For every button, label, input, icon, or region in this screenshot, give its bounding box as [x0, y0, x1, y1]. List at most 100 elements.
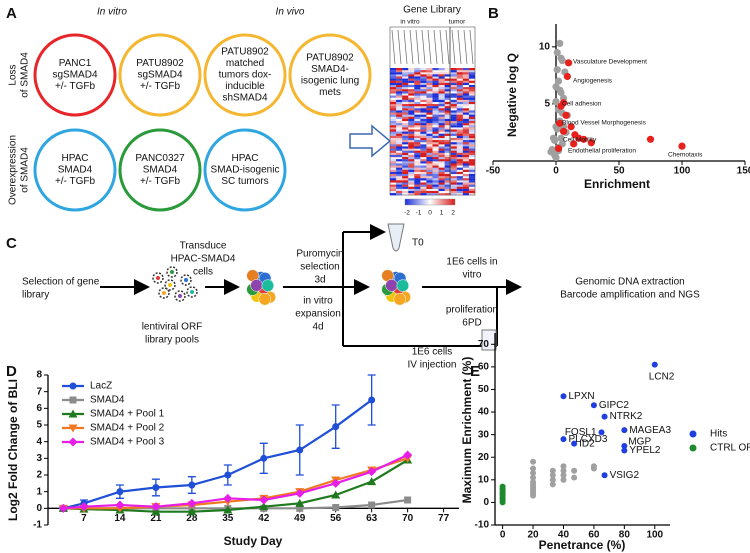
cell-icon	[385, 279, 398, 292]
point	[560, 476, 567, 483]
heatmap-cell	[456, 163, 463, 166]
heatmap-cell	[426, 180, 433, 183]
circle-text: +/- TGFb	[140, 176, 181, 187]
heatmap-label-tick	[427, 29, 432, 65]
virus-icon	[186, 286, 198, 298]
heatmap-cell	[396, 167, 403, 170]
y-tick-label: -1	[33, 520, 42, 531]
heatmap-cell	[462, 91, 469, 94]
heatmap-cell	[456, 161, 463, 164]
heatmap-cell	[456, 101, 463, 105]
heatmap-cell	[408, 91, 415, 94]
heatmap-cell	[414, 116, 421, 119]
point	[621, 427, 628, 434]
heatmap-cell	[414, 135, 421, 139]
virus-icon	[164, 279, 176, 291]
heatmap-cell	[456, 80, 463, 83]
heatmap-cell	[450, 186, 457, 189]
heatmap-cell	[456, 116, 463, 119]
heatmap-cell	[456, 97, 463, 100]
circle-text: SC tumors	[221, 176, 268, 187]
heatmap-cell	[408, 174, 415, 177]
heatmap-cell	[468, 159, 476, 162]
heatmap-cell	[402, 78, 409, 81]
y-tick-label: 7	[36, 386, 42, 397]
point	[552, 153, 560, 162]
heatmap-cell	[408, 188, 415, 192]
heatmap-cell	[462, 142, 469, 145]
heatmap-cell	[390, 188, 397, 192]
heatmap-cell	[414, 144, 421, 147]
heatmap-cell	[438, 157, 445, 160]
heatmap-cell	[444, 144, 451, 147]
heatmap-cell	[390, 82, 397, 86]
heatmap-cell	[468, 144, 476, 147]
heatmap-cell	[444, 171, 451, 175]
heatmap-cell	[408, 93, 415, 96]
point	[530, 481, 537, 488]
heatmap-cell	[444, 80, 451, 83]
heatmap-cell	[408, 116, 415, 119]
heatmap-cell	[402, 89, 409, 92]
heatmap-cell	[450, 152, 457, 155]
point	[551, 136, 559, 145]
heatmap-cell	[402, 178, 409, 181]
heatmap-cell	[390, 99, 397, 102]
heatmap-cell	[414, 82, 421, 86]
heatmap-cell	[469, 157, 475, 159]
heatmap-cell	[468, 148, 476, 151]
heatmap-cell	[432, 108, 439, 111]
heatmap-cell	[450, 146, 457, 149]
heatmap-cell	[390, 72, 397, 75]
point	[530, 474, 537, 481]
flow-text: library pools	[145, 335, 199, 346]
heatmap-cell	[444, 159, 451, 162]
heatmap-cell	[463, 172, 469, 174]
column-header: In vivo	[276, 7, 305, 18]
heatmap-cell	[438, 148, 445, 151]
heatmap-cell	[408, 169, 415, 172]
heatmap-cell	[450, 171, 457, 175]
heatmap-cell	[402, 97, 409, 100]
heatmap-cell	[450, 74, 457, 77]
annotation: Blood Vessel Morphogenesis	[562, 120, 647, 127]
heatmap-cell	[444, 157, 451, 160]
heatmap-cell	[426, 125, 433, 128]
heatmap-cell	[438, 110, 445, 113]
flow-text: HPAC-SMAD4	[171, 254, 236, 265]
heatmap-cell	[426, 142, 433, 145]
heatmap-cell	[390, 169, 397, 172]
heatmap-cell	[396, 135, 403, 139]
heatmap-cell	[426, 97, 433, 100]
legend-marker	[689, 430, 697, 438]
heatmap-cell	[414, 121, 421, 124]
heatmap-cell	[426, 84, 433, 88]
heatmap-cell	[462, 72, 469, 75]
heatmap-cell	[396, 91, 403, 94]
circle-text: +/- TGFb	[55, 176, 96, 187]
marker	[223, 493, 233, 503]
heatmap-cell	[451, 91, 457, 93]
heatmap-cell	[444, 137, 451, 141]
heatmap-cell	[444, 78, 451, 81]
annotation: Chemotaxis	[668, 152, 703, 159]
heatmap-cell	[456, 186, 463, 189]
heatmap-cell	[408, 193, 415, 196]
heatmap-cell	[402, 137, 409, 141]
heatmap-cell	[444, 148, 451, 151]
heatmap-cell	[438, 99, 445, 102]
heatmap-cell	[462, 127, 469, 130]
heatmap-cell	[450, 169, 457, 172]
marker	[332, 504, 340, 511]
heatmap-cell	[450, 178, 457, 181]
heatmap-cell	[462, 74, 469, 77]
condition-circle	[288, 33, 372, 117]
x-tick-label: 28	[186, 513, 198, 524]
heatmap-cell	[402, 106, 409, 109]
heatmap-cell	[396, 95, 403, 98]
point	[580, 135, 588, 143]
circle-text: +/- TGFb	[55, 81, 96, 92]
heatmap-cell	[468, 150, 476, 153]
heatmap-cell	[390, 190, 397, 194]
heatmap-cell	[462, 150, 469, 153]
